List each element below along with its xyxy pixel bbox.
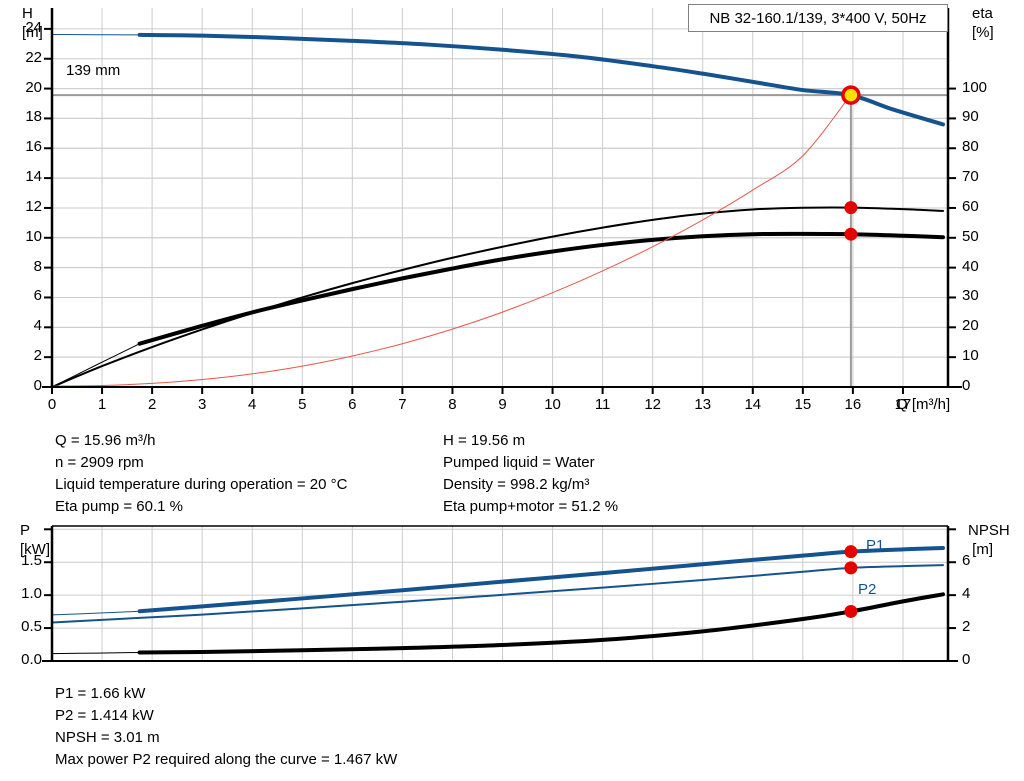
top-chart-x-tick-12: 12 — [644, 396, 661, 413]
top-chart-y2-tick-60: 60 — [962, 197, 979, 215]
curve-p1-thin-below-min-flow — [51, 610, 141, 616]
top-chart-x-tick-7: 7 — [398, 396, 407, 413]
top-chart-x-tick-5: 5 — [298, 396, 307, 413]
top-chart-y-tick-0: 0 — [33, 377, 42, 394]
curve-eta-pump — [51, 206, 944, 388]
top-chart-y-tick-16: 16 — [25, 138, 42, 156]
duty-marker-p1 — [844, 545, 858, 559]
top-chart-y2-tick-90: 90 — [962, 108, 979, 126]
top-chart-y-tick-24: 24 — [25, 18, 42, 36]
curve-npsh-thin-below-min-flow — [51, 651, 141, 655]
bottom-chart-y-tick-0.5: 0.5 — [21, 618, 42, 636]
top-chart-x-tick-8: 8 — [448, 396, 457, 413]
duty-point-marker[interactable] — [841, 85, 861, 105]
top-chart-y-tick-22: 22 — [25, 48, 42, 66]
top-chart-x-tick-9: 9 — [498, 396, 507, 413]
head-eta-chart — [42, 8, 962, 394]
eta-duty-marker-1 — [844, 201, 858, 215]
curve-head-139-mm-impeller — [137, 32, 945, 127]
bottom-chart-y-tick-1.0: 1.0 — [21, 585, 42, 603]
duty-info-left: Q = 15.96 m³/h n = 2909 rpm Liquid tempe… — [55, 432, 348, 515]
bottom-chart-curves — [51, 546, 945, 655]
top-chart-y2-tick-70: 70 — [962, 168, 979, 186]
bottom-chart-y2-tick-4: 4 — [962, 585, 971, 603]
duty-info-right: H = 19.56 m Pumped liquid = Water Densit… — [443, 432, 619, 515]
top-chart-x-tick-2: 2 — [147, 396, 157, 413]
impeller-diameter-tag: 139 mm — [66, 62, 121, 79]
top-chart-x-tick-6: 6 — [348, 396, 357, 413]
p2-curve-tag: P2 — [858, 581, 877, 598]
eta-duty-marker-2 — [844, 227, 858, 241]
top-chart-y-tick-14: 14 — [25, 168, 42, 186]
p1-curve-tag: P1 — [866, 537, 885, 554]
top-chart-x-tick-16: 16 — [844, 396, 862, 413]
top-chart-y2-tick-40: 40 — [962, 257, 979, 275]
top-chart-x-tick-10: 10 — [544, 396, 561, 413]
top-chart-x-tick-17: 17 — [894, 396, 912, 413]
curve-eta-pump-motor-thin-below-min-flow — [51, 343, 141, 388]
top-chart-x-tick-11: 11 — [594, 396, 611, 413]
bottom-chart-y-left-axis-label: P [kW] — [20, 522, 50, 558]
pump-title-box: NB 32-160.1/139, 3*400 V, 50Hz — [688, 4, 948, 32]
bottom-chart-y-tick-0.0: 0.0 — [21, 651, 42, 668]
curve-eta-pump-motor — [137, 231, 945, 346]
top-chart-y-tick-20: 20 — [25, 78, 42, 96]
top-chart-y-tick-10: 10 — [25, 227, 42, 245]
top-chart-y2-tick-10: 10 — [962, 347, 979, 365]
duty-marker-npsh — [844, 604, 858, 618]
top-chart-y2-tick-50: 50 — [962, 227, 979, 245]
top-chart-y2-tick-0: 0 — [962, 377, 971, 394]
top-chart-x-tick-0: 0 — [47, 396, 57, 413]
top-chart-x-tick-3: 3 — [197, 396, 207, 413]
power-npsh-chart — [42, 525, 958, 662]
top-chart-y-right-axis-label: eta [%] — [972, 5, 994, 41]
top-chart-x-tick-13: 13 — [694, 396, 712, 413]
top-chart-x-tick-14: 14 — [744, 396, 762, 413]
curve-power-reference-red — [51, 94, 852, 387]
power-info-block: P1 = 1.66 kW P2 = 1.414 kW NPSH = 3.01 m… — [55, 685, 398, 768]
top-chart-y2-tick-30: 30 — [962, 287, 979, 305]
top-chart-x-axis-label: Q [m³/h] — [896, 396, 951, 413]
bottom-chart-y2-tick-0: 0 — [962, 651, 971, 668]
bottom-chart-y-right-axis-label: NPSH [m] — [968, 522, 1010, 558]
top-chart-y-tick-12: 12 — [25, 197, 42, 215]
bottom-chart-gridlines — [52, 526, 948, 661]
top-chart-x-tick-4: 4 — [248, 396, 257, 413]
top-chart-y2-tick-20: 20 — [962, 317, 979, 335]
duty-marker-p2 — [844, 561, 858, 575]
top-chart-y2-tick-100: 100 — [962, 78, 988, 96]
bottom-chart-y2-tick-6: 6 — [962, 552, 971, 570]
top-chart-x-tick-1: 1 — [97, 396, 107, 413]
top-chart-y-tick-8: 8 — [33, 257, 42, 275]
curve-p1 — [137, 546, 945, 614]
top-chart-y-tick-4: 4 — [33, 317, 42, 335]
bottom-chart-y2-tick-2: 2 — [962, 618, 971, 636]
top-chart-y-tick-18: 18 — [25, 108, 42, 126]
top-chart-curves — [51, 32, 945, 388]
top-chart-y-tick-2: 2 — [33, 347, 42, 365]
bottom-chart-y-tick-1.5: 1.5 — [21, 552, 42, 570]
top-chart-y-tick-6: 6 — [33, 287, 42, 305]
top-chart-x-tick-15: 15 — [794, 396, 812, 413]
top-chart-y2-tick-80: 80 — [962, 138, 979, 156]
curve-p2 — [51, 564, 944, 624]
pump-title-text: NB 32-160.1/139, 3*400 V, 50Hz — [709, 9, 927, 27]
top-chart-y-left-axis-label: H [m] — [22, 5, 43, 41]
